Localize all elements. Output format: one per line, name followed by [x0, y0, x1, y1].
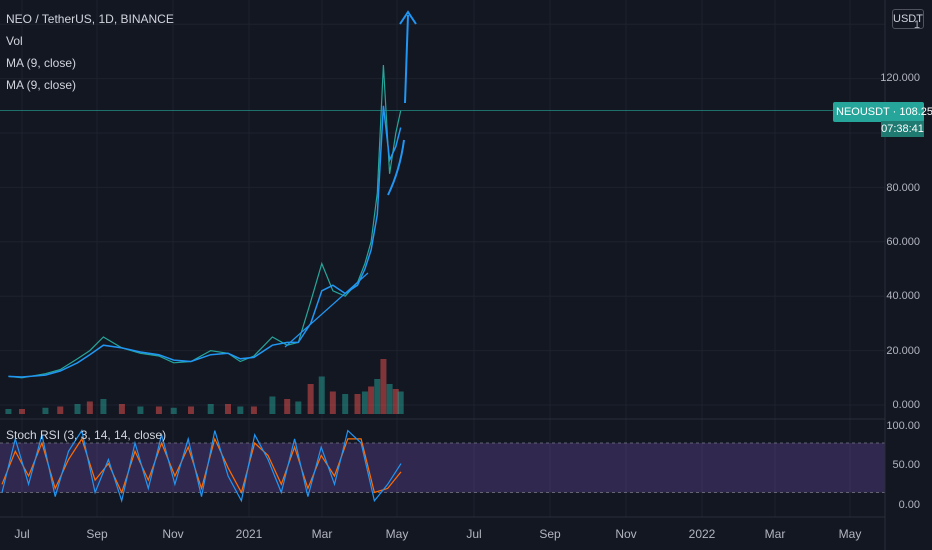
volume-bar [368, 386, 375, 414]
grid [0, 0, 885, 517]
last-price-tag: NEOUSDT · 108.250 [833, 102, 932, 122]
time-axis-label: Nov [162, 527, 184, 541]
trend-arrow [387, 10, 417, 196]
price-tag-value: 108.250 [899, 106, 932, 118]
volume-bar [380, 359, 387, 414]
volume-bar [250, 406, 257, 414]
time-axis-label: May [838, 527, 862, 541]
volume-bar [100, 399, 107, 414]
bar-countdown: 07:38:41 [881, 121, 924, 137]
time-axis-label: Sep [539, 527, 561, 541]
price-axis-top-label: 1 [913, 19, 920, 31]
price-axis-label: 40.000 [886, 290, 920, 302]
volume-bar [392, 389, 399, 414]
symbol-title[interactable]: NEO / TetherUS, 1D, BINANCE [6, 12, 174, 26]
volume-bar [187, 406, 194, 414]
rsi-axis-label: 0.00 [898, 499, 920, 511]
volume-bar [361, 391, 368, 414]
volume-bar [57, 406, 64, 414]
volume-bar [295, 401, 302, 414]
volume-bar [42, 407, 49, 414]
volume-bar [354, 394, 361, 414]
time-axis-label: Mar [311, 527, 333, 541]
time-axis-label: Jul [466, 527, 482, 541]
time-axis-label: 2021 [235, 527, 263, 541]
rsi-axis-label: 50.00 [892, 459, 920, 471]
trend-line [284, 272, 369, 348]
volume-bar [342, 394, 349, 414]
volume-bar [307, 384, 314, 414]
volume-bar [118, 404, 125, 414]
volume-bar [374, 379, 381, 414]
price-axis-label: 0.000 [892, 399, 920, 411]
volume-bars [5, 359, 404, 414]
volume-bar [225, 404, 232, 414]
price-tag-symbol: NEOUSDT [836, 106, 890, 118]
volume-bar [155, 406, 162, 414]
currency-unit-button[interactable]: USDT [892, 9, 924, 29]
rsi-axis-label: 100.00 [886, 420, 920, 432]
stoch-rsi-lines [1, 429, 402, 504]
volume-bar [397, 391, 404, 414]
stoch-rsi-d-line [1, 437, 402, 495]
volume-bar [386, 384, 393, 414]
indicator-ma-1[interactable]: MA (9, close) [6, 56, 77, 70]
volume-bar [207, 404, 214, 414]
price-axis-label: 60.000 [886, 236, 920, 248]
volume-bar [137, 406, 144, 414]
volume-bar [19, 409, 25, 414]
stoch-rsi-k-line [1, 429, 402, 504]
time-axis-label: Jul [14, 527, 30, 541]
indicator-ma-2[interactable]: MA (9, close) [6, 78, 77, 92]
stoch-rsi-title[interactable]: Stoch RSI (3, 3, 14, 14, close) [6, 428, 167, 442]
volume-bar [237, 406, 244, 414]
volume-bar [74, 404, 81, 414]
time-axis-label: Nov [615, 527, 637, 541]
volume-bar [329, 391, 336, 414]
time-axis-label: Sep [86, 527, 108, 541]
price-series [8, 64, 402, 379]
price-axis-label: 80.000 [886, 182, 920, 194]
ma-line [8, 105, 402, 378]
time-axis-label: May [385, 527, 409, 541]
volume-bar [269, 396, 276, 414]
price-line [8, 64, 402, 379]
volume-bar [284, 399, 291, 414]
volume-bar [5, 409, 12, 414]
indicator-vol[interactable]: Vol [6, 34, 23, 48]
volume-bar [318, 376, 325, 414]
time-axis-label: 2022 [688, 527, 716, 541]
price-axis-label: 120.000 [880, 72, 920, 84]
volume-bar [86, 401, 93, 414]
time-axis-label: Mar [764, 527, 786, 541]
volume-bar [170, 407, 177, 414]
price-axis-label: 20.000 [886, 345, 920, 357]
